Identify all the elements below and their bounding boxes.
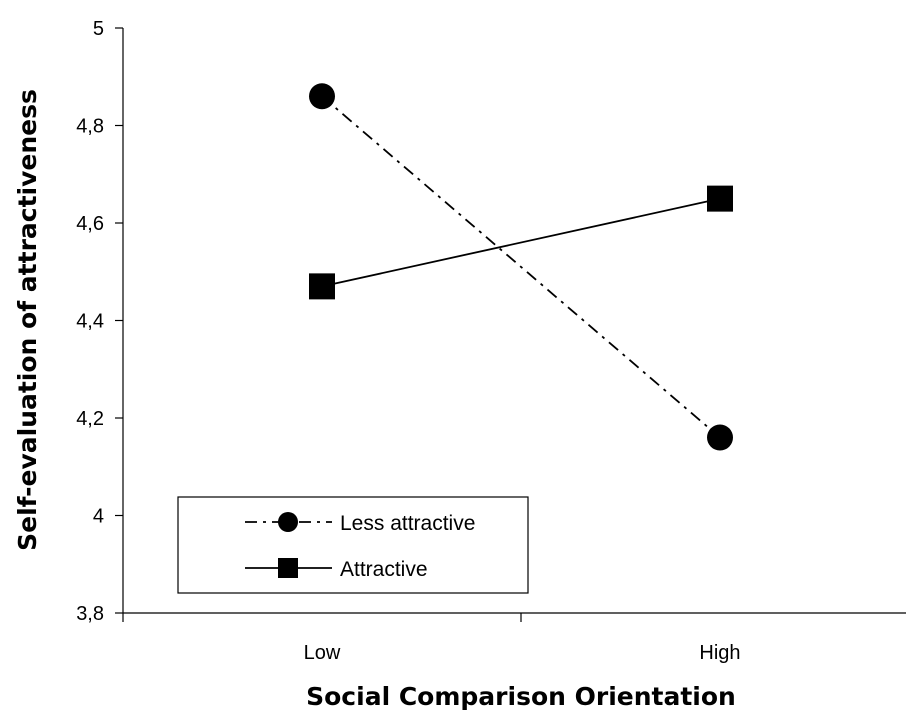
data-point-circle <box>309 83 335 110</box>
y-tick-label: 5 <box>93 18 104 40</box>
y-tick-label: 4,2 <box>76 408 104 430</box>
legend-marker-less-attractive <box>278 512 298 532</box>
data-point-circle <box>707 424 733 451</box>
series-layer <box>309 83 733 451</box>
legend-marker-attractive <box>278 558 298 578</box>
legend-label-attractive: Attractive <box>340 558 428 581</box>
x-tick-labels: Low High <box>304 642 741 664</box>
x-tick-label: Low <box>304 642 341 664</box>
x-tick-label: High <box>699 642 740 664</box>
legend-label-less-attractive: Less attractive <box>340 512 475 535</box>
y-tick-label: 4,4 <box>76 311 104 333</box>
y-tick-label: 3,8 <box>76 603 104 625</box>
series-line <box>321 95 721 439</box>
x-axis-title: Social Comparison Orientation <box>306 682 736 711</box>
y-tick-label: 4,6 <box>76 213 104 235</box>
y-axis-title: Self-evaluation of attractiveness <box>13 89 42 551</box>
y-tick-label: 4,8 <box>76 116 104 138</box>
y-ticks: 3,8 4 4,2 4,4 4,6 4,8 5 <box>76 18 123 625</box>
data-point-square <box>707 185 733 212</box>
legend: Less attractive Attractive <box>177 496 529 594</box>
y-tick-label: 4 <box>93 506 104 528</box>
legend-box <box>177 496 529 594</box>
data-point-square <box>309 273 335 300</box>
series-line <box>321 197 721 288</box>
